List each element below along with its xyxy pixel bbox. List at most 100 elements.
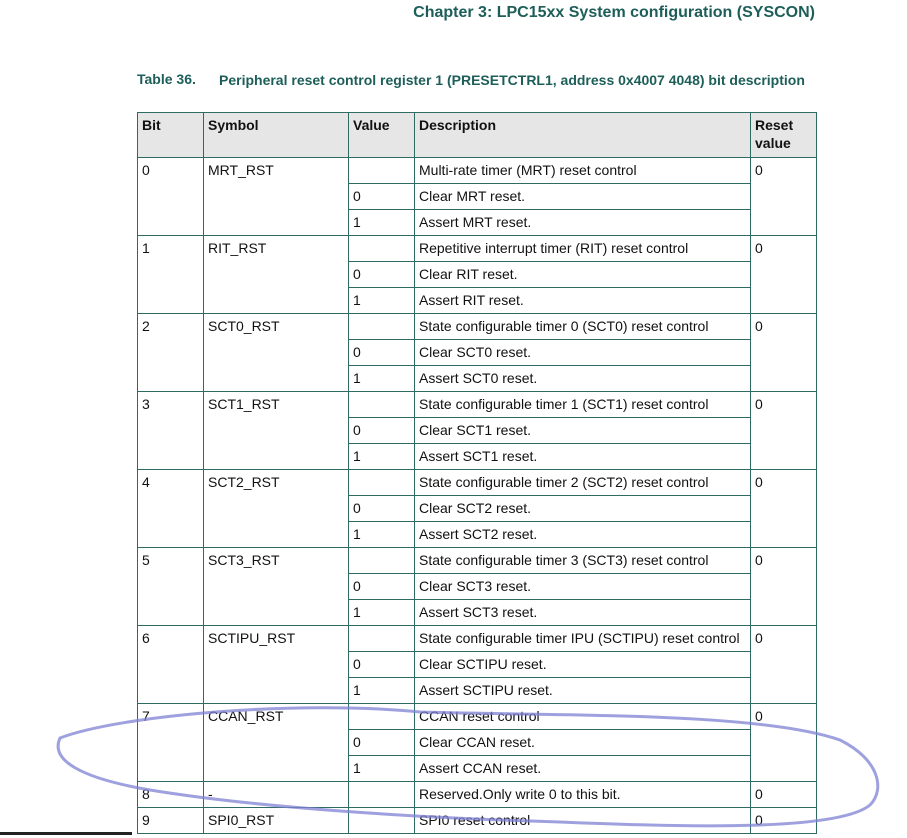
table-row: 0 Clear SCT2 reset.	[138, 495, 817, 522]
value-cell: 1	[348, 443, 415, 470]
description-cell: Clear SCT0 reset.	[414, 339, 751, 366]
reset-cell: 0	[750, 469, 817, 548]
symbol-cell: MRT_RST	[203, 157, 349, 236]
reset-cell: 0	[750, 807, 817, 834]
value-cell: 0	[348, 651, 415, 678]
table-row: 0 Clear RIT reset.	[138, 261, 817, 288]
table-row: 0 Clear SCTIPU reset.	[138, 651, 817, 678]
value-cell	[348, 807, 415, 834]
value-cell: 1	[348, 209, 415, 236]
bit-cell: 3	[137, 391, 204, 470]
reset-cell: 0	[750, 235, 817, 314]
reset-cell: 0	[750, 625, 817, 704]
value-cell	[348, 391, 415, 418]
value-cell	[348, 703, 415, 730]
scroll-edge	[0, 832, 132, 835]
table-row: 2 SCT0_RST State configurable timer 0 (SCT…	[137, 313, 817, 392]
symbol-cell: SCT1_RST	[203, 391, 349, 470]
description-cell: Clear MRT reset.	[414, 183, 751, 210]
bit-cell: 6	[137, 625, 204, 704]
table-row: 5 SCT3_RST State configurable timer 3 (SCT…	[137, 547, 817, 626]
value-cell	[348, 625, 415, 652]
value-cell: 0	[348, 495, 415, 522]
description-cell: Assert SCT2 reset.	[414, 521, 751, 548]
table-number: Table 36.	[137, 71, 196, 87]
table-row: 0 Clear SCT1 reset.	[138, 417, 817, 444]
symbol-cell: SCT3_RST	[203, 547, 349, 626]
description-cell: Repetitive interrupt timer (RIT) reset c…	[414, 235, 751, 262]
description-cell: Clear SCT3 reset.	[414, 573, 751, 600]
value-cell	[348, 547, 415, 574]
value-cell: 0	[348, 261, 415, 288]
description-cell: State configurable timer 1 (SCT1) reset …	[414, 391, 751, 418]
description-cell: Clear RIT reset.	[414, 261, 751, 288]
table-row: 1 Assert SCT3 reset.	[138, 599, 817, 626]
description-cell: State configurable timer 2 (SCT2) reset …	[414, 469, 751, 496]
description-cell: Reserved.Only write 0 to this bit.	[414, 781, 751, 808]
header-row: Bit Symbol Value Description Reset value	[137, 112, 817, 158]
value-cell	[348, 157, 415, 184]
symbol-cell: -	[203, 781, 349, 808]
description-cell: Clear CCAN reset.	[414, 729, 751, 756]
value-cell	[348, 781, 415, 808]
column-header: Reset value	[750, 112, 817, 158]
table-row: 0 MRT_RST Multi-rate timer (MRT) reset con…	[137, 157, 817, 236]
description-cell: State configurable timer 0 (SCT0) reset …	[414, 313, 751, 340]
symbol-cell: SCT2_RST	[203, 469, 349, 548]
value-cell: 0	[348, 183, 415, 210]
description-cell: Clear SCT2 reset.	[414, 495, 751, 522]
column-header: Symbol	[203, 112, 349, 158]
symbol-cell: RIT_RST	[203, 235, 349, 314]
bit-cell: 1	[137, 235, 204, 314]
reset-cell: 0	[750, 703, 817, 782]
table-row: 1 Assert SCT2 reset.	[138, 521, 817, 548]
bit-cell: 4	[137, 469, 204, 548]
description-cell: Assert RIT reset.	[414, 287, 751, 314]
bit-cell: 8	[137, 781, 204, 808]
description-cell: State configurable timer IPU (SCTIPU) re…	[414, 625, 751, 652]
table-row: 0 Clear SCT0 reset.	[138, 339, 817, 366]
value-cell: 0	[348, 573, 415, 600]
table-row: 7 CCAN_RST CCAN reset control 0	[137, 703, 817, 782]
value-cell: 1	[348, 755, 415, 782]
bit-cell: 5	[137, 547, 204, 626]
table-row: 6 SCTIPU_RST State configurable timer IPU …	[137, 625, 817, 704]
symbol-cell: SPI0_RST	[203, 807, 349, 834]
bit-cell: 9	[137, 807, 204, 834]
chapter-header: Chapter 3: LPC15xx System configuration …	[413, 4, 815, 21]
symbol-cell: SCT0_RST	[203, 313, 349, 392]
column-header: Bit	[137, 112, 204, 158]
description-cell: Clear SCTIPU reset.	[414, 651, 751, 678]
description-cell: State configurable timer 3 (SCT3) reset …	[414, 547, 751, 574]
bit-cell: 0	[137, 157, 204, 236]
table-row: 1 Assert SCT0 reset.	[138, 365, 817, 392]
value-cell: 0	[348, 729, 415, 756]
description-cell: Assert MRT reset.	[414, 209, 751, 236]
table-row: 1 Assert RIT reset.	[138, 287, 817, 314]
table-row: 9 SPI0_RST SPI0 reset control 0	[137, 807, 817, 834]
value-cell	[348, 313, 415, 340]
column-header: Description	[414, 112, 751, 158]
reset-cell: 0	[750, 781, 817, 808]
value-cell: 1	[348, 287, 415, 314]
column-header: Value	[348, 112, 415, 158]
table-row: 1 Assert SCT1 reset.	[138, 443, 817, 470]
table-row: 8- Reserved.Only write 0 to this bit. 0	[137, 781, 817, 808]
table-row: 4 SCT2_RST State configurable timer 2 (SCT…	[137, 469, 817, 548]
table-row: 1 RIT_RST Repetitive interrupt timer (RIT)…	[137, 235, 817, 314]
table-row: 1 Assert MRT reset.	[138, 209, 817, 236]
value-cell	[348, 235, 415, 262]
description-cell: SPI0 reset control	[414, 807, 751, 834]
table-caption: Peripheral reset control register 1 (PRE…	[219, 72, 805, 88]
description-cell: Multi-rate timer (MRT) reset control	[414, 157, 751, 184]
value-cell: 1	[348, 365, 415, 392]
description-cell: Assert SCTIPU reset.	[414, 677, 751, 704]
bit-cell: 7	[137, 703, 204, 782]
description-cell: Assert SCT3 reset.	[414, 599, 751, 626]
description-cell: Clear SCT1 reset.	[414, 417, 751, 444]
value-cell: 1	[348, 599, 415, 626]
value-cell: 0	[348, 417, 415, 444]
value-cell: 1	[348, 677, 415, 704]
table-body: 0 MRT_RST Multi-rate timer (MRT) reset con…	[137, 157, 817, 834]
